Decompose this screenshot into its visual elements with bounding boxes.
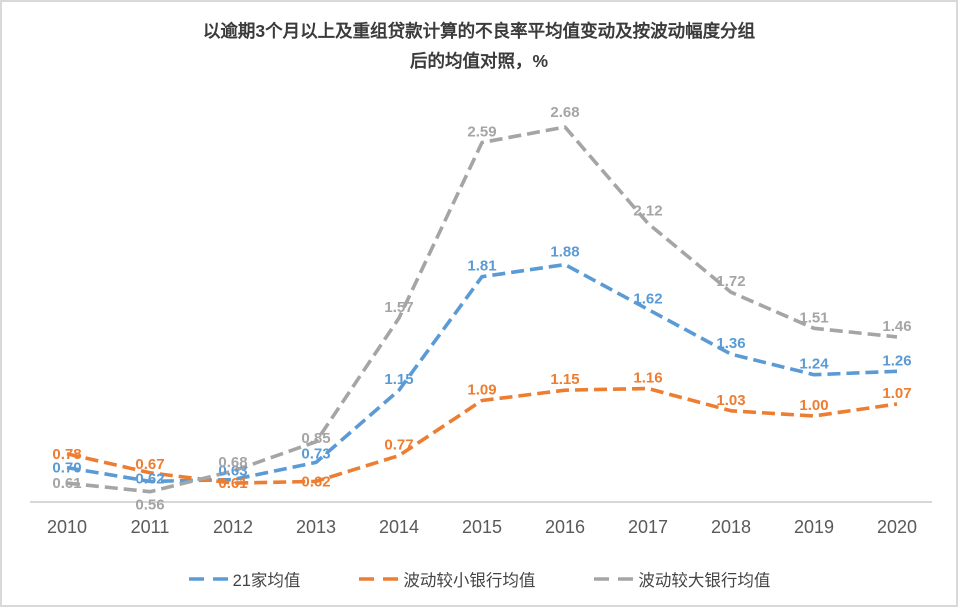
x-tick-label-2015: 2015 bbox=[462, 517, 502, 537]
x-tick-label-2016: 2016 bbox=[545, 517, 585, 537]
x-tick-label-2012: 2012 bbox=[213, 517, 253, 537]
data-label-1-2015: 1.09 bbox=[467, 382, 496, 399]
series-line-1 bbox=[66, 386, 898, 485]
chart-title-line2: 后的均值对照，% bbox=[409, 51, 549, 71]
data-label-2-2017: 2.12 bbox=[633, 202, 662, 219]
data-label-1-2012: 0.61 bbox=[218, 475, 247, 492]
data-label-1-2017: 1.16 bbox=[633, 369, 662, 386]
x-tick-label-2014: 2014 bbox=[379, 517, 419, 537]
data-label-2-2012: 0.68 bbox=[218, 454, 247, 471]
data-label-2-2019: 1.51 bbox=[799, 309, 828, 326]
data-label-1-2016: 1.15 bbox=[550, 371, 579, 388]
legend-dash-marker-0 bbox=[188, 577, 229, 581]
series-line-0 bbox=[66, 262, 898, 484]
data-label-2-2015: 2.59 bbox=[467, 124, 496, 141]
chart-legend: 21家均值 波动较小银行均值 波动较大银行均值 bbox=[2, 567, 956, 591]
data-label-0-2017: 1.62 bbox=[633, 290, 662, 307]
data-label-1-2014: 0.77 bbox=[384, 437, 413, 454]
x-tick-label-2011: 2011 bbox=[131, 517, 170, 537]
x-tick-label-2013: 2013 bbox=[296, 517, 336, 537]
legend-dash-marker-1 bbox=[359, 577, 400, 581]
legend-item-1: 波动较小银行均值 bbox=[358, 567, 535, 591]
legend-dash-marker-2 bbox=[594, 577, 635, 581]
x-tick-label-2017: 2017 bbox=[628, 517, 668, 537]
legend-item-0: 21家均值 bbox=[188, 567, 301, 591]
data-label-1-2011: 0.67 bbox=[135, 456, 164, 473]
series-line-2 bbox=[66, 125, 898, 494]
data-label-0-2020: 1.26 bbox=[882, 352, 911, 369]
legend-label-1: 波动较小银行均值 bbox=[403, 572, 536, 590]
data-label-0-2012: 0.63 bbox=[218, 463, 247, 480]
data-label-2-2020: 1.46 bbox=[882, 318, 911, 335]
data-label-0-2011: 0.62 bbox=[135, 470, 164, 487]
data-label-2-2018: 1.72 bbox=[716, 273, 745, 290]
data-label-2-2014: 1.57 bbox=[384, 299, 413, 316]
x-tick-label-2020: 2020 bbox=[877, 517, 917, 537]
data-label-0-2016: 1.88 bbox=[550, 244, 579, 261]
data-label-2-2013: 0.85 bbox=[301, 430, 330, 447]
legend-item-2: 波动较大银行均值 bbox=[593, 567, 770, 591]
data-label-0-2014: 1.15 bbox=[384, 371, 413, 388]
data-label-2-2010: 0.61 bbox=[52, 475, 81, 492]
x-tick-label-2018: 2018 bbox=[711, 517, 751, 537]
x-tick-label-2019: 2019 bbox=[794, 517, 834, 537]
data-label-0-2013: 0.73 bbox=[301, 445, 330, 462]
legend-label-2: 波动较大银行均值 bbox=[638, 572, 771, 590]
legend-label-0: 21家均值 bbox=[232, 572, 301, 590]
data-label-1-2019: 1.00 bbox=[799, 397, 828, 414]
data-label-2-2011: 0.56 bbox=[135, 497, 164, 514]
data-label-1-2020: 1.07 bbox=[882, 385, 911, 402]
chart-title-line1: 以逾期3个月以上及重组贷款计算的不良率平均值变动及按波动幅度分组 bbox=[202, 21, 756, 41]
chart-title: 以逾期3个月以上及重组贷款计算的不良率平均值变动及按波动幅度分组 后的均值对照，… bbox=[2, 16, 956, 76]
data-label-0-2018: 1.36 bbox=[716, 335, 745, 352]
data-label-0-2010: 0.70 bbox=[52, 460, 81, 477]
data-label-1-2013: 0.62 bbox=[301, 473, 330, 490]
data-label-1-2010: 0.78 bbox=[52, 446, 81, 463]
data-label-0-2015: 1.81 bbox=[467, 258, 496, 275]
data-label-1-2018: 1.03 bbox=[716, 392, 745, 409]
x-tick-label-2010: 2010 bbox=[47, 517, 87, 537]
data-label-2-2016: 2.68 bbox=[550, 104, 579, 121]
data-label-0-2019: 1.24 bbox=[799, 356, 829, 373]
